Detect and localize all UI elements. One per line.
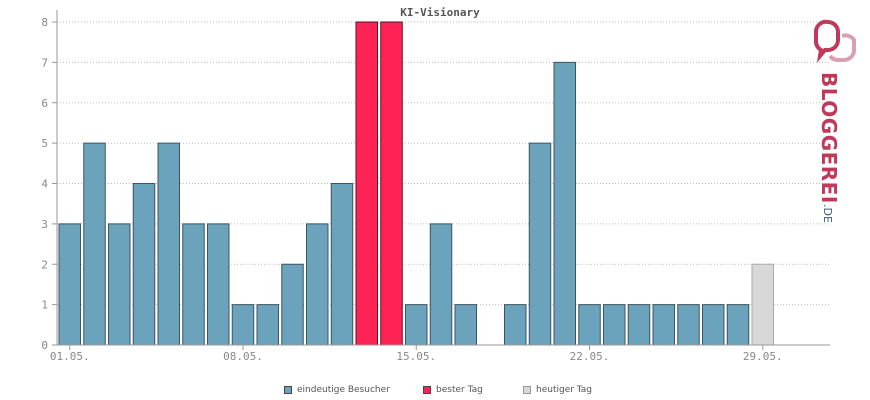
bar-11-05 <box>306 223 329 346</box>
bar-08-05 <box>231 304 255 346</box>
axes: 0 1 2 3 4 5 6 7 8 01.05. 08.05. 15.05. 22.05. 29.05. <box>41 10 830 363</box>
x-tick-label: 08.05. <box>223 350 263 363</box>
legend-label: eindeutige Besucher <box>297 385 390 395</box>
bar-22-05 <box>578 304 601 346</box>
bar-02-05 <box>83 142 106 346</box>
legend-item-today: heutiger Tag <box>523 385 592 395</box>
bar-27-05 <box>702 304 725 346</box>
legend: eindeutige Besucher bester Tag heutiger … <box>0 385 870 399</box>
logo-wordmark: BLOGGEREI <box>817 72 841 204</box>
bar-28-05 <box>726 304 750 346</box>
bloggerei-logo: BLOGGEREI .DE <box>808 18 870 223</box>
bar-25-05 <box>652 304 675 346</box>
legend-swatch <box>284 386 292 394</box>
y-tick-label: 8 <box>41 16 48 29</box>
bar-21-05 <box>553 61 576 346</box>
legend-swatch <box>423 386 431 394</box>
bar-04-05 <box>132 183 156 346</box>
y-tick-label: 7 <box>41 56 48 69</box>
legend-label: heutiger Tag <box>536 385 593 395</box>
y-tick-label: 2 <box>41 258 48 271</box>
bar-20-05 <box>528 142 552 346</box>
bar-07-05 <box>207 223 230 346</box>
bar-13-05 <box>355 21 378 346</box>
bar-10-05 <box>281 263 304 346</box>
bar-01-05 <box>58 223 81 346</box>
x-tick-label: 29.05. <box>743 350 783 363</box>
bar-29-05 <box>751 263 774 346</box>
bar-26-05 <box>677 304 700 346</box>
y-tick-label: 1 <box>41 299 48 312</box>
y-tick-label: 5 <box>41 137 48 150</box>
y-tick-label: 6 <box>41 97 48 110</box>
bar-09-05 <box>256 304 279 346</box>
y-tick-label: 0 <box>41 339 48 352</box>
bar-23-05 <box>603 304 626 346</box>
bar-17-05 <box>454 304 477 346</box>
legend-item-best-day: bester Tag <box>423 385 483 395</box>
bar-14-05 <box>380 21 403 346</box>
x-tick-label: 01.05. <box>50 350 90 363</box>
legend-item-visitors: eindeutige Besucher <box>284 385 390 395</box>
x-tick-label: 22.05. <box>570 350 610 363</box>
bar-03-05 <box>108 223 131 346</box>
y-tick-label: 4 <box>41 178 48 191</box>
y-tick-label: 3 <box>41 218 48 231</box>
bar-06-05 <box>182 223 205 346</box>
bar-19-05 <box>504 304 527 346</box>
bar-16-05 <box>429 223 453 346</box>
bar-05-05 <box>157 142 180 346</box>
logo-suffix: .DE <box>821 204 834 223</box>
speech-bubbles-icon <box>813 19 856 63</box>
chart-title: KI-Visionary <box>400 6 480 19</box>
legend-label: bester Tag <box>436 385 483 395</box>
bar-24-05 <box>627 304 651 346</box>
bar-12-05 <box>330 183 354 346</box>
bar-15-05 <box>405 304 428 346</box>
x-tick-label: 15.05. <box>396 350 436 363</box>
legend-swatch <box>523 386 531 394</box>
